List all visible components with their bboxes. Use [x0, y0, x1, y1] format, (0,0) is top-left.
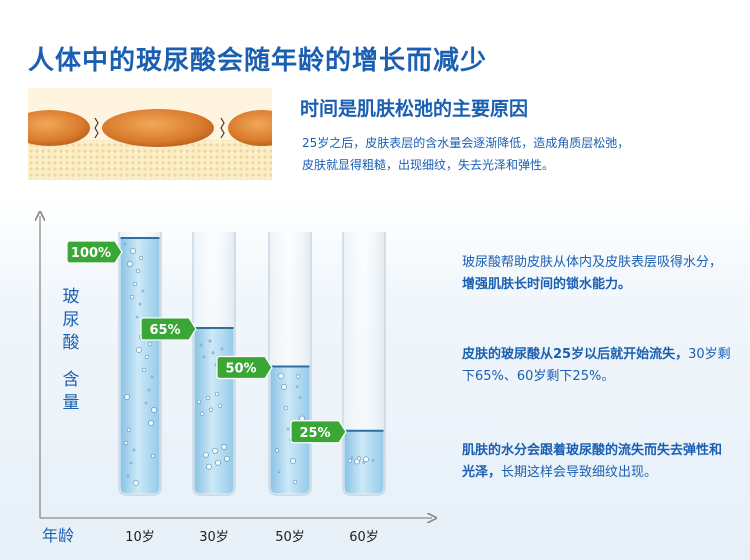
y-axis-label: 玻尿酸含量 [62, 287, 80, 413]
test-tube [342, 232, 386, 496]
bubble [362, 460, 366, 464]
bubble [135, 315, 139, 319]
bubble [141, 289, 145, 293]
bubble [144, 401, 148, 405]
bubble [363, 456, 369, 463]
bubble [130, 248, 136, 254]
bubble [148, 420, 154, 426]
page-title: 人体中的玻尿酸会随年龄的增长而减少 [28, 46, 488, 76]
bubble [217, 403, 223, 408]
bubble [212, 447, 218, 454]
intro-line-2: 皮肤就显得粗糙，出现细纹，失去光泽和弹性。 [302, 158, 555, 172]
value-label: 65% [149, 323, 180, 338]
bubble [211, 351, 215, 355]
bubble [129, 461, 133, 465]
bubble [138, 255, 144, 261]
bubble [151, 407, 157, 413]
intro-text: 25岁之后，皮肤表层的含水量会逐渐降低，造成角质层松弛， 皮肤就显得粗糙，出现细… [302, 132, 722, 176]
bubble [147, 388, 151, 392]
bubble [220, 347, 224, 351]
info-paragraph-3: 肌肤的水分会跟着玻尿酸的流失而失去弹性和光泽，长期这样会导致细纹出现。 [462, 440, 732, 484]
bubble [126, 474, 130, 478]
bubble [277, 470, 281, 473]
skin-cells-illustration [28, 88, 272, 180]
info-2-strong: 皮肤的玻尿酸从25岁以后就开始流失， [462, 347, 689, 362]
x-tick-label: 10岁 [125, 530, 155, 545]
bubble [274, 448, 280, 453]
bubble [123, 242, 127, 246]
bubble [203, 451, 209, 458]
bubble [150, 453, 156, 459]
intro-heading: 时间是肌肤松弛的主要原因 [300, 98, 529, 120]
bubble [208, 407, 214, 412]
value-label: 50% [225, 362, 256, 377]
intro-line-1: 25岁之后，皮肤表层的含水量会逐渐降低，造成角质层松弛， [302, 136, 630, 150]
value-label: 100% [71, 246, 111, 261]
value-label: 25% [299, 426, 330, 441]
bubble [224, 455, 230, 462]
bubble [138, 302, 142, 306]
bubble [295, 385, 299, 388]
bubble [354, 458, 360, 465]
bubble [208, 339, 212, 343]
bubble [126, 427, 132, 433]
value-tag [216, 355, 273, 380]
bubble [202, 355, 206, 359]
bubble [298, 396, 302, 399]
bubble [150, 375, 154, 379]
bubble [127, 261, 133, 267]
x-tick-label: 30岁 [199, 530, 229, 545]
x-tick-label: 50岁 [275, 530, 305, 545]
bubble [124, 394, 130, 400]
x-axis-label: 年龄 [42, 526, 75, 545]
value-tag [290, 420, 347, 444]
info-3-tail: 长期这样会导致细纹出现。 [501, 465, 658, 480]
info-1-strong: 增强肌肤长时间的锁水能力。 [462, 277, 632, 292]
bubble [141, 367, 147, 373]
bubble [132, 448, 136, 452]
bubble [123, 440, 129, 446]
bubble [286, 427, 290, 431]
bubble [215, 459, 221, 466]
bubble [129, 294, 135, 300]
bubble [144, 354, 150, 360]
bubble [347, 458, 353, 463]
bubble [196, 399, 202, 404]
bubble [292, 479, 298, 485]
bubble [147, 341, 153, 347]
info-1-normal: 玻尿酸帮助皮肤从体内及皮肤表层吸得水分， [462, 255, 723, 270]
info-paragraph-1: 玻尿酸帮助皮肤从体内及皮肤表层吸得水分， 增强肌肤长时间的锁水能力。 [462, 252, 732, 296]
bubble [199, 343, 203, 347]
bubble [135, 268, 141, 274]
bubble [281, 384, 287, 390]
x-tick-label: 60岁 [349, 530, 379, 545]
value-tag [66, 240, 123, 264]
bubble [205, 395, 211, 401]
bubble [214, 391, 220, 397]
bubble [221, 444, 227, 450]
info-2-tail: 30岁剩下65%、60岁剩下25%。 [462, 347, 731, 384]
bubble [350, 456, 354, 460]
bubble [283, 405, 289, 411]
bubble [133, 480, 139, 486]
bubble [132, 281, 138, 287]
info-3-strong: 肌肤的水分会跟着玻尿酸的流失而失去弹性和光泽， [462, 443, 723, 480]
bubble [206, 463, 212, 470]
bubble [136, 347, 142, 353]
bubble [199, 411, 205, 416]
info-paragraph-2: 皮肤的玻尿酸从25岁以后就开始流失，30岁剩下65%、60岁剩下25%。 [462, 344, 732, 388]
value-tag [140, 317, 197, 341]
bubble [278, 373, 284, 379]
bubble [295, 374, 301, 379]
bubble [371, 458, 375, 462]
bubble [290, 458, 296, 464]
